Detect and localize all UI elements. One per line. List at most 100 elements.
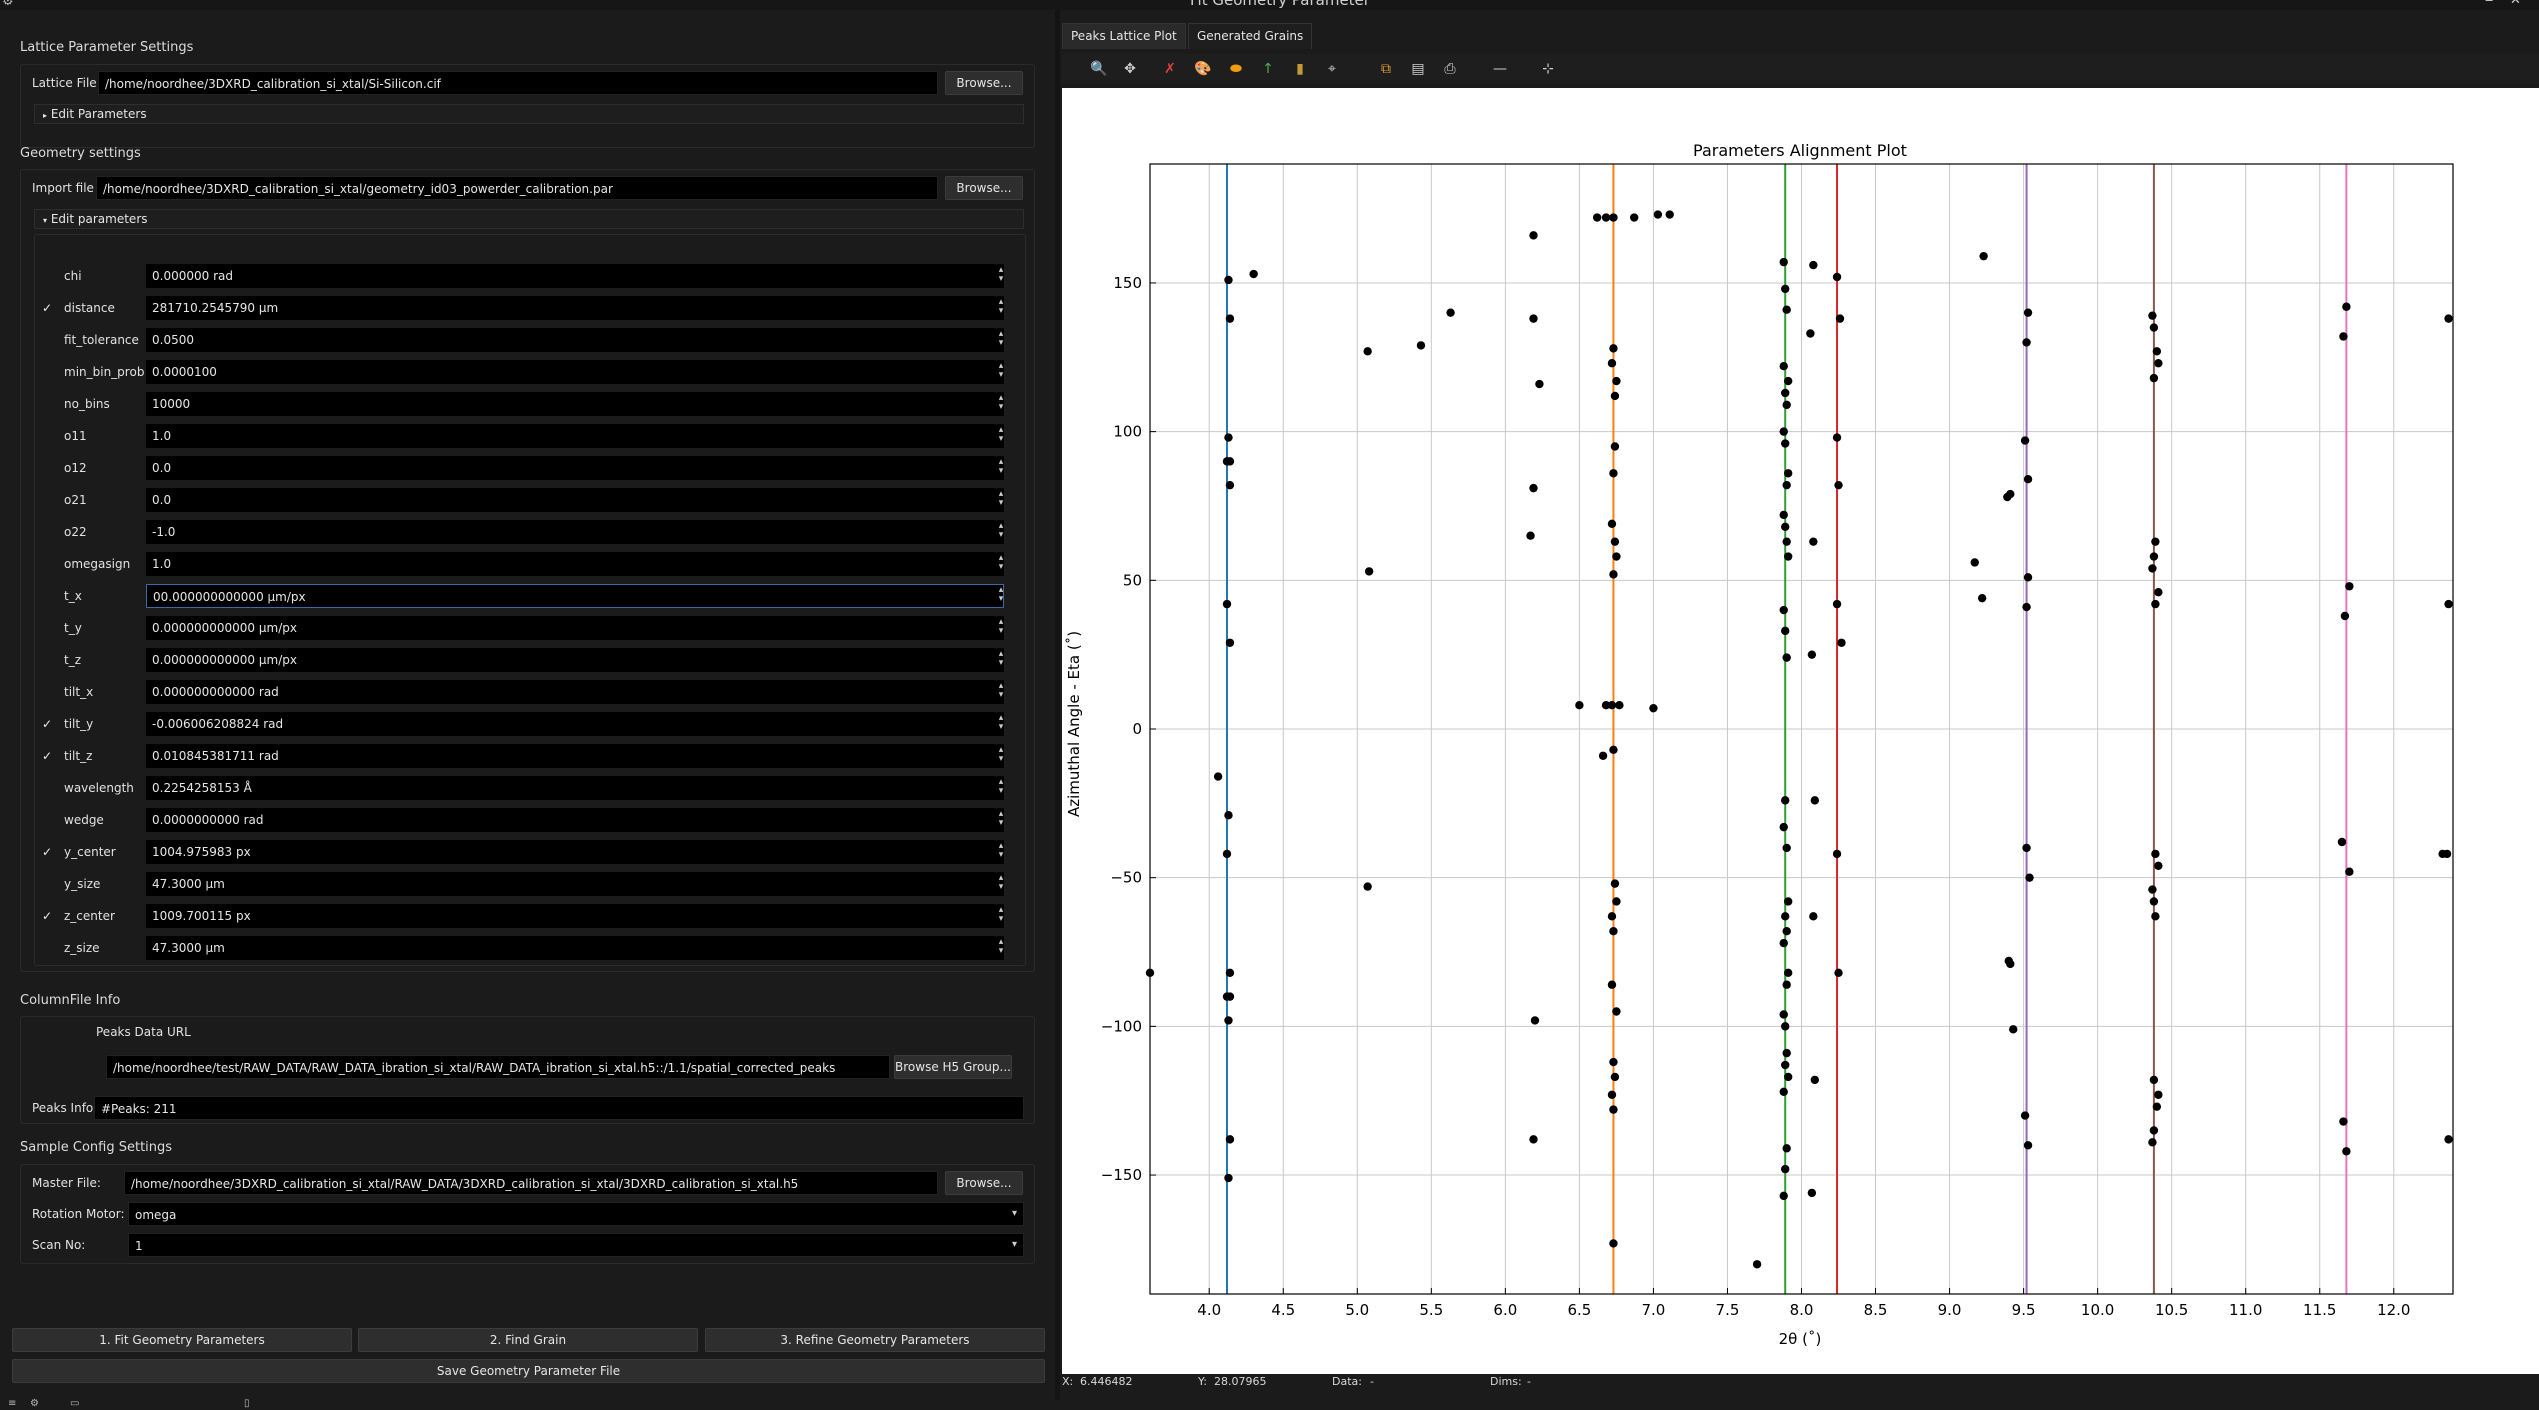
save-icon[interactable]: ▤ [1411,61,1425,77]
alignment-chart[interactable]: Parameters Alignment Plot 2θ (˚) Azimuth… [1062,88,2539,1374]
param-checkbox[interactable]: ✓ [40,845,54,859]
spinbox-arrows-icon[interactable]: ▴ ▾ [998,521,1004,540]
param-value-field[interactable]: 1004.975983 px [146,840,1004,864]
master-file-field[interactable]: /home/noordhee/3DXRD_calibration_si_xtal… [124,1171,938,1195]
spinbox-arrows-icon[interactable]: ▴ ▾ [998,297,1004,316]
crosshair-icon[interactable]: ⊹ [1542,61,1554,77]
param-value-field[interactable]: 0.0500 [146,328,1004,352]
param-value-field[interactable]: 1009.700115 px [146,904,1004,928]
spinbox-arrows-icon[interactable]: ▴ ▾ [998,937,1004,956]
spinbox-arrows-icon[interactable]: ▴ ▾ [998,713,1004,732]
param-checkbox[interactable] [40,365,54,379]
param-checkbox[interactable]: ✓ [40,909,54,923]
browse-h5-group-button[interactable]: Browse H5 Group... [894,1055,1012,1079]
param-value-field[interactable]: 281710.2545790 µm [146,296,1004,320]
param-value-field[interactable]: 47.3000 µm [146,936,1004,960]
param-checkbox[interactable]: ✓ [40,301,54,315]
spinbox-arrows-icon[interactable]: ▴ ▾ [998,617,1004,636]
plot-canvas[interactable]: Parameters Alignment Plot 2θ (˚) Azimuth… [1062,88,2539,1374]
param-value-field[interactable]: 0.010845381711 rad [146,744,1004,768]
print-icon[interactable]: ⎙ [1444,61,1456,77]
roi-icon[interactable]: ⌖ [1328,61,1336,77]
param-checkbox[interactable] [40,589,54,603]
param-checkbox[interactable]: ✓ [40,717,54,731]
find-grain-button[interactable]: 2. Find Grain [358,1328,698,1352]
axis-icon[interactable]: ↑ [1262,61,1274,77]
master-browse-button[interactable]: Browse... [945,1171,1023,1195]
tab-generated-grains[interactable]: Generated Grains [1188,23,1313,49]
param-value-field[interactable]: 00.000000000000 µm/px [146,584,1004,608]
param-value-field[interactable]: 1.0 [146,552,1004,576]
spinbox-arrows-icon[interactable]: ▴ ▾ [998,329,1004,348]
import-file-field[interactable]: /home/noordhee/3DXRD_calibration_si_xtal… [96,176,938,200]
document-icon[interactable]: ▯ [244,1398,250,1409]
geometry-edit-parameters-expander[interactable]: ▾ Edit parameters [34,209,1024,229]
param-value-field[interactable]: -0.006006208824 rad [146,712,1004,736]
save-geometry-file-button[interactable]: Save Geometry Parameter File [12,1359,1045,1383]
spinbox-arrows-icon[interactable]: ▴ ▾ [998,681,1004,700]
param-checkbox[interactable] [40,621,54,635]
line-style-icon[interactable]: — [1493,61,1507,77]
spinbox-arrows-icon[interactable]: ▴ ▾ [998,393,1004,412]
spinbox-arrows-icon[interactable]: ▴ ▾ [998,585,1004,604]
refine-geometry-button[interactable]: 3. Refine Geometry Parameters [705,1328,1045,1352]
param-value-field[interactable]: 47.3000 µm [146,872,1004,896]
shape-icon[interactable]: ⬬ [1230,61,1242,77]
param-checkbox[interactable] [40,557,54,571]
spinbox-arrows-icon[interactable]: ▴ ▾ [998,777,1004,796]
settings-icon[interactable]: ⚙ [30,1398,39,1409]
geometry-browse-button[interactable]: Browse... [945,176,1023,200]
param-checkbox[interactable] [40,461,54,475]
palette-icon[interactable]: 🎨 [1194,61,1212,77]
param-value-field[interactable]: 0.0 [146,456,1004,480]
spinbox-arrows-icon[interactable]: ▴ ▾ [998,905,1004,924]
minimize-icon[interactable]: ‒ [2485,0,2494,8]
lattice-edit-parameters-expander[interactable]: ▸ Edit Parameters [34,104,1024,124]
rotation-motor-select[interactable]: omega ▾ [128,1202,1024,1226]
zoom-icon[interactable]: 🔍 [1090,61,1108,77]
param-checkbox[interactable] [40,813,54,827]
param-checkbox[interactable] [40,397,54,411]
param-checkbox[interactable] [40,333,54,347]
spinbox-arrows-icon[interactable]: ▴ ▾ [998,745,1004,764]
close-icon[interactable]: ✕ [2510,0,2521,8]
param-value-field[interactable]: 0.000000000000 µm/px [146,616,1004,640]
spinbox-arrows-icon[interactable]: ▴ ▾ [998,649,1004,668]
param-checkbox[interactable]: ✓ [40,749,54,763]
peaks-url-field[interactable]: /home/noordhee/test/RAW_DATA/RAW_DATA_ib… [106,1055,890,1079]
lattice-file-field[interactable]: /home/noordhee/3DXRD_calibration_si_xtal… [98,71,938,95]
param-checkbox[interactable] [40,493,54,507]
param-checkbox[interactable] [40,781,54,795]
spinbox-arrows-icon[interactable]: ▴ ▾ [998,873,1004,892]
copy-icon[interactable]: ⧉ [1381,61,1391,77]
param-value-field[interactable]: 10000 [146,392,1004,416]
lattice-browse-button[interactable]: Browse... [945,71,1023,95]
panel-splitter[interactable] [1055,10,1060,1400]
colorbar-icon[interactable]: ▮ [1296,61,1304,77]
param-value-field[interactable]: 0.000000000000 rad [146,680,1004,704]
param-checkbox[interactable] [40,685,54,699]
param-value-field[interactable]: -1.0 [146,520,1004,544]
param-checkbox[interactable] [40,429,54,443]
spinbox-arrows-icon[interactable]: ▴ ▾ [998,553,1004,572]
param-checkbox[interactable] [40,525,54,539]
param-checkbox[interactable] [40,269,54,283]
param-value-field[interactable]: 0.0000000000 rad [146,808,1004,832]
param-value-field[interactable]: 0.000000000000 µm/px [146,648,1004,672]
spinbox-arrows-icon[interactable]: ▴ ▾ [998,809,1004,828]
scan-no-select[interactable]: 1 ▾ [128,1233,1024,1257]
spinbox-arrows-icon[interactable]: ▴ ▾ [998,489,1004,508]
menu-icon[interactable]: ≡ [8,1398,17,1409]
param-value-field[interactable]: 0.0000100 [146,360,1004,384]
pan-icon[interactable]: ✥ [1124,61,1136,77]
spinbox-arrows-icon[interactable]: ▴ ▾ [998,361,1004,380]
tab-peaks-lattice-plot[interactable]: Peaks Lattice Plot [1062,23,1186,49]
spinbox-arrows-icon[interactable]: ▴ ▾ [998,457,1004,476]
spinbox-arrows-icon[interactable]: ▴ ▾ [998,841,1004,860]
clear-mask-icon[interactable]: ✗ [1164,61,1176,77]
param-value-field[interactable]: 0.0 [146,488,1004,512]
spinbox-arrows-icon[interactable]: ▴ ▾ [998,265,1004,284]
param-checkbox[interactable] [40,653,54,667]
param-value-field[interactable]: 1.0 [146,424,1004,448]
param-checkbox[interactable] [40,941,54,955]
